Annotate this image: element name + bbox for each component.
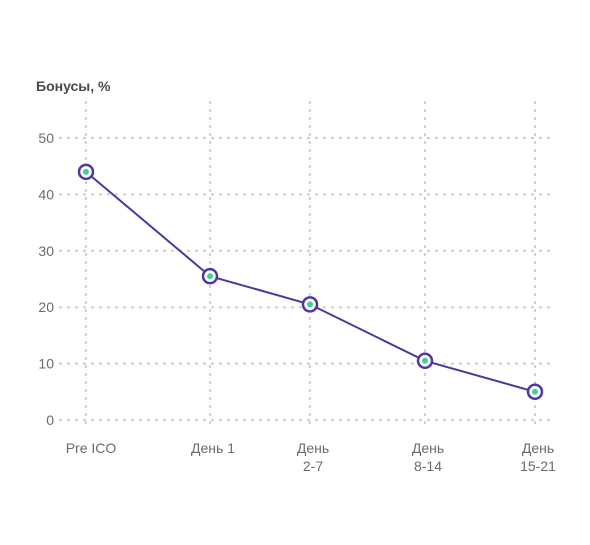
data-point	[83, 168, 89, 175]
y-axis-title: Бонусы, %	[36, 78, 111, 94]
x-tick-label: День 1	[191, 440, 235, 456]
y-tick-label: 30	[38, 243, 54, 259]
y-tick-label: 50	[38, 130, 54, 146]
data-point	[422, 357, 428, 364]
data-point	[307, 301, 313, 308]
x-tick-label: День 15-21	[520, 440, 556, 474]
x-tick-label: Pre ICO	[66, 440, 117, 456]
data-points	[77, 163, 544, 401]
x-tick-label: День 8-14	[412, 440, 444, 474]
data-point	[532, 388, 538, 395]
y-tick-label: 20	[38, 299, 54, 315]
data-point	[207, 273, 213, 280]
y-axis-ticks: 0 10 20 30 40 50	[38, 130, 54, 428]
x-tick-label: День 2-7	[297, 440, 329, 474]
y-tick-label: 40	[38, 186, 54, 202]
x-axis-ticks: Pre ICO День 1 День 2-7 День 8-14 День 15-21	[66, 440, 556, 474]
y-tick-label: 0	[46, 412, 54, 428]
y-tick-label: 10	[38, 356, 54, 372]
